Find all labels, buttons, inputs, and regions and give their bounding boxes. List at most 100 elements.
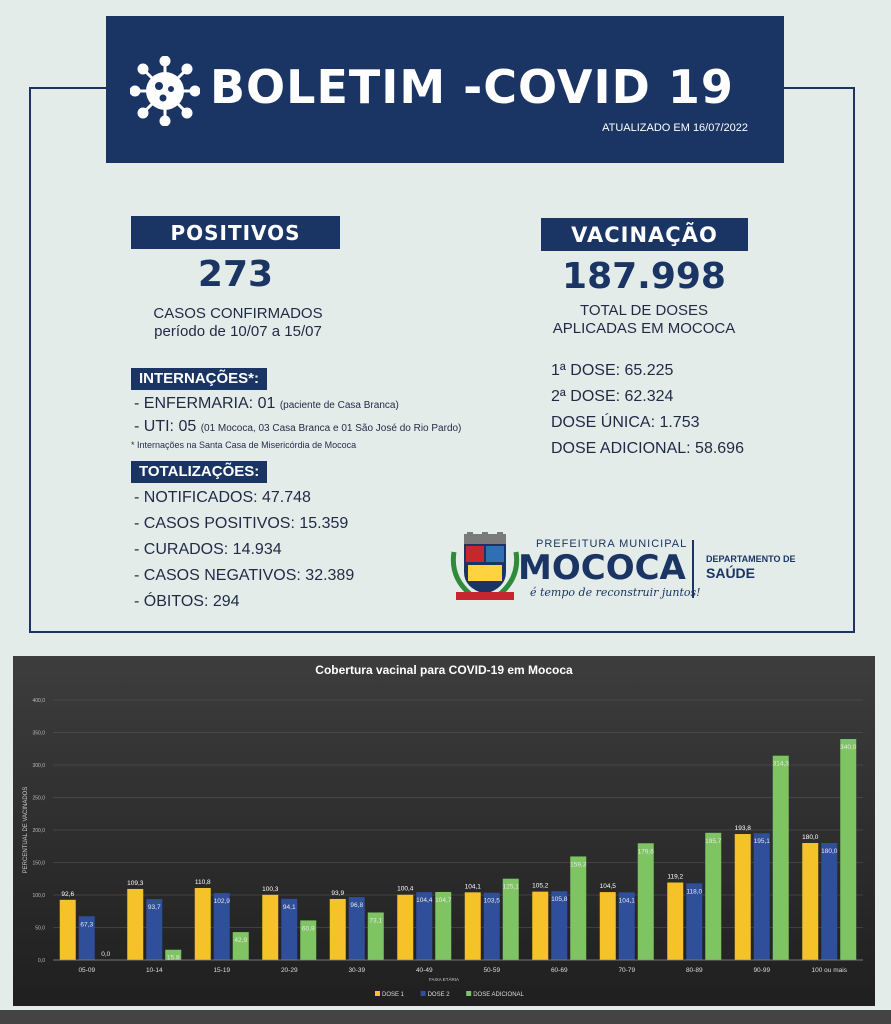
- vac-dose-adicional: DOSE ADICIONAL: 58.696: [551, 440, 744, 457]
- bar-dose-adicional: [502, 878, 519, 960]
- y-tick-label: 100,0: [32, 893, 45, 899]
- bar-dose-2: [416, 892, 433, 960]
- positivos-caption-1: CASOS CONFIRMADOS: [153, 305, 323, 322]
- updated-date: ATUALIZADO EM 16/07/2022: [602, 122, 748, 134]
- data-label: 118,0: [686, 888, 702, 895]
- enfermaria-text: - ENFERMARIA: 01: [134, 395, 276, 412]
- positivos-caption-2: período de 10/07 a 15/07: [154, 323, 322, 340]
- data-label: 96,8: [350, 902, 363, 909]
- data-label: 193,8: [735, 825, 752, 832]
- vaccination-chart: Cobertura vacinal para COVID-19 em Mococ…: [13, 656, 875, 1006]
- bar-dose-adicional: [435, 891, 452, 960]
- x-tick-label: 80-89: [686, 967, 703, 974]
- x-tick-label: 40-49: [416, 967, 433, 974]
- total-casos-positivos: - CASOS POSITIVOS: 15.359: [134, 515, 349, 532]
- bottom-strip: [0, 1010, 891, 1024]
- dept-label: DEPARTAMENTO DE: [706, 554, 796, 564]
- data-label: 314,3: [773, 761, 790, 768]
- data-label: 105,8: [551, 896, 568, 903]
- header-banner: BOLETIM -COVID 19 ATUALIZADO EM 16/07/20…: [106, 16, 784, 163]
- vac-dose-1: 1ª DOSE: 65.225: [551, 362, 674, 379]
- data-label: 103,5: [484, 898, 501, 905]
- x-tick-label: 15-19: [213, 967, 230, 974]
- bar-dose-adicional: [165, 949, 182, 960]
- legend-entry: DOSE 1: [382, 992, 405, 998]
- logo-mococa-text: MOCOCA: [518, 548, 686, 588]
- data-label: 100,4: [397, 886, 414, 893]
- vac-dose-2: 2ª DOSE: 62.324: [551, 388, 674, 405]
- bar-dose-2: [753, 833, 770, 960]
- x-tick-label: 60-69: [551, 967, 568, 974]
- data-label: 195,1: [754, 838, 771, 845]
- data-label: 110,8: [195, 879, 211, 886]
- data-label: 73,1: [369, 917, 382, 924]
- x-tick-label: 05-09: [78, 967, 95, 974]
- x-axis-label: FAIXA ETÁRIA: [429, 976, 459, 982]
- bar-dose-adicional: [367, 912, 384, 960]
- legend-swatch: [375, 991, 380, 996]
- bar-dose-1: [667, 882, 684, 960]
- total-curados: - CURADOS: 14.934: [134, 541, 282, 558]
- logo-slogan: é tempo de reconstruir juntos!: [530, 586, 701, 599]
- bar-dose-1: [59, 899, 76, 960]
- y-tick-label: 300,0: [32, 763, 45, 769]
- data-label: 340,0: [840, 744, 857, 751]
- data-label: 42,9: [234, 937, 247, 944]
- data-label: 104,7: [435, 897, 452, 904]
- data-label: 67,3: [80, 921, 93, 928]
- bar-dose-2: [686, 883, 703, 960]
- data-label: 195,7: [705, 838, 722, 845]
- data-label: 15,8: [167, 955, 180, 962]
- bar-dose-2: [551, 891, 568, 960]
- data-label: 0,0: [101, 951, 110, 958]
- bar-dose-1: [734, 834, 751, 960]
- positivos-value: 273: [197, 254, 274, 295]
- logo-divider: [692, 540, 694, 598]
- data-label: 94,1: [283, 904, 296, 911]
- legend-entry: DOSE ADICIONAL: [473, 992, 524, 998]
- data-label: 125,1: [503, 884, 520, 891]
- internacoes-label: INTERNAÇÕES*:: [131, 368, 268, 390]
- chart-title: Cobertura vacinal para COVID-19 em Mococ…: [315, 663, 573, 677]
- x-tick-label: 90-99: [753, 967, 770, 974]
- bar-dose-2: [281, 898, 298, 960]
- bar-dose-2: [213, 893, 230, 960]
- vacinacao-caption: TOTAL DE DOSES APLICADAS EM MOCOCA: [520, 302, 768, 338]
- x-tick-label: 10-14: [146, 967, 163, 974]
- data-label: 159,3: [570, 861, 587, 868]
- bar-dose-adicional: [300, 920, 317, 960]
- vacinacao-caption-2: APLICADAS EM MOCOCA: [552, 320, 736, 337]
- y-axis-label: PERCENTUAL DE VACINADOS: [23, 787, 29, 874]
- coat-of-arms-icon: [450, 532, 520, 600]
- data-label: 179,6: [638, 848, 655, 855]
- bar-dose-1: [262, 894, 279, 960]
- data-label: 102,9: [214, 898, 231, 905]
- bar-dose-adicional: [570, 856, 587, 960]
- total-obitos: - ÓBITOS: 294: [134, 593, 240, 610]
- data-label: 180,0: [821, 848, 838, 855]
- total-casos-negativos: - CASOS NEGATIVOS: 32.389: [134, 567, 355, 584]
- y-tick-label: 50,0: [35, 926, 45, 932]
- legend-entry: DOSE 2: [428, 992, 451, 998]
- bar-dose-adicional: [637, 843, 654, 960]
- x-tick-label: 30-39: [348, 967, 365, 974]
- data-label: 104,5: [600, 883, 617, 890]
- data-label: 60,9: [302, 925, 315, 932]
- enfermaria-note: (paciente de Casa Branca): [279, 400, 399, 411]
- positivos-badge: POSITIVOS: [131, 216, 340, 249]
- vacinacao-value: 187.998: [562, 256, 726, 297]
- totalizacoes-label: TOTALIZAÇÕES:: [131, 461, 268, 483]
- y-tick-label: 150,0: [32, 861, 45, 867]
- internacoes-footnote: * Internações na Santa Casa de Misericór…: [131, 440, 357, 450]
- bar-dose-1: [802, 843, 819, 960]
- vacinacao-caption-1: TOTAL DE DOSES: [579, 302, 709, 319]
- bar-dose-1: [599, 892, 616, 960]
- bar-dose-2: [348, 897, 365, 960]
- vacinacao-badge: VACINAÇÃO: [541, 218, 748, 251]
- vac-dose-unica: DOSE ÚNICA: 1.753: [551, 414, 700, 431]
- x-tick-label: 50-59: [483, 967, 500, 974]
- logo-prefeitura-text: PREFEITURA MUNICIPAL: [536, 538, 688, 550]
- bar-dose-1: [127, 888, 144, 960]
- bar-dose-1: [397, 894, 414, 960]
- x-tick-label: 70-79: [618, 967, 635, 974]
